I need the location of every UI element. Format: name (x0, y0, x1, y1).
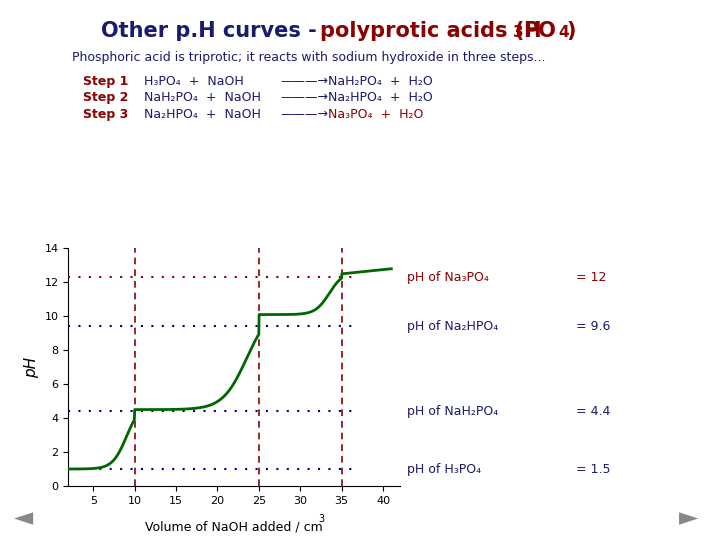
Text: Na₂HPO₄  +  H₂O: Na₂HPO₄ + H₂O (328, 91, 432, 104)
Text: pH of H₃PO₄: pH of H₃PO₄ (407, 463, 481, 476)
Text: pH of NaH₂PO₄: pH of NaH₂PO₄ (407, 405, 498, 418)
Text: ———→: ———→ (281, 75, 329, 87)
Text: Step 1: Step 1 (83, 75, 128, 87)
Text: Phosphoric acid is triprotic; it reacts with sodium hydroxide in three steps...: Phosphoric acid is triprotic; it reacts … (72, 51, 546, 64)
Text: pH of Na₃PO₄: pH of Na₃PO₄ (407, 271, 489, 284)
Text: ►: ► (679, 507, 698, 530)
Text: Other p.H curves -: Other p.H curves - (101, 21, 324, 40)
Text: ———→: ———→ (281, 108, 329, 121)
Text: 3: 3 (513, 25, 524, 40)
Text: 4: 4 (558, 25, 569, 40)
Text: NaH₂PO₄  +  H₂O: NaH₂PO₄ + H₂O (328, 75, 432, 87)
Text: polyprotic acids (H: polyprotic acids (H (320, 21, 542, 40)
Text: Na₃PO₄  +  H₂O: Na₃PO₄ + H₂O (328, 108, 423, 121)
Y-axis label: pH: pH (24, 356, 39, 378)
Text: H₃PO₄  +  NaOH: H₃PO₄ + NaOH (144, 75, 244, 87)
Text: pH of Na₂HPO₄: pH of Na₂HPO₄ (407, 320, 498, 333)
Text: PO: PO (523, 21, 557, 40)
Text: NaH₂PO₄  +  NaOH: NaH₂PO₄ + NaOH (144, 91, 261, 104)
Text: ): ) (566, 21, 575, 40)
Text: Volume of NaOH added / cm: Volume of NaOH added / cm (145, 521, 323, 534)
Text: = 1.5: = 1.5 (576, 463, 611, 476)
Text: 3: 3 (319, 514, 325, 524)
Text: Na₂HPO₄  +  NaOH: Na₂HPO₄ + NaOH (144, 108, 261, 121)
Text: = 9.6: = 9.6 (576, 320, 611, 333)
Text: ———→: ———→ (281, 91, 329, 104)
Text: Step 2: Step 2 (83, 91, 128, 104)
Text: = 12: = 12 (576, 271, 606, 284)
Text: = 4.4: = 4.4 (576, 405, 611, 418)
Text: ◄: ◄ (14, 507, 34, 530)
Text: Step 3: Step 3 (83, 108, 128, 121)
